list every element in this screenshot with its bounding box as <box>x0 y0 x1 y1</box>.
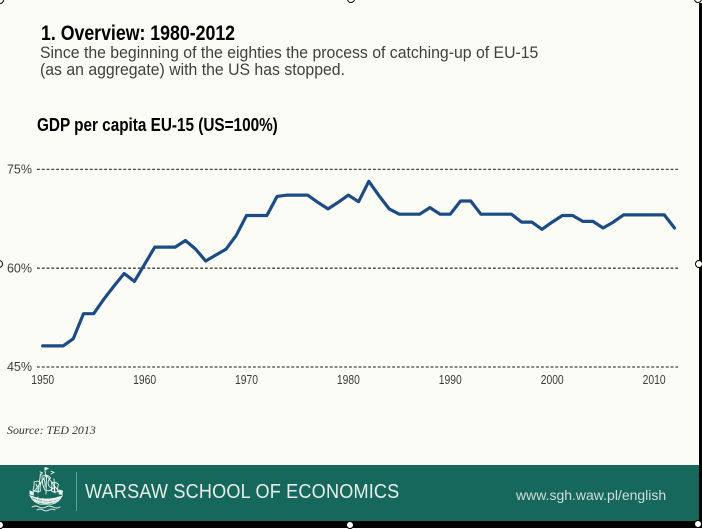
svg-text:45%: 45% <box>7 360 32 374</box>
svg-text:1980: 1980 <box>337 373 360 387</box>
svg-text:1950: 1950 <box>31 373 54 387</box>
svg-text:1990: 1990 <box>439 373 462 387</box>
svg-text:2010: 2010 <box>643 373 666 387</box>
svg-text:2000: 2000 <box>541 373 564 387</box>
svg-text:75%: 75% <box>7 163 32 177</box>
svg-text:60%: 60% <box>7 261 32 275</box>
svg-text:1960: 1960 <box>133 373 156 387</box>
svg-text:1970: 1970 <box>235 373 258 387</box>
